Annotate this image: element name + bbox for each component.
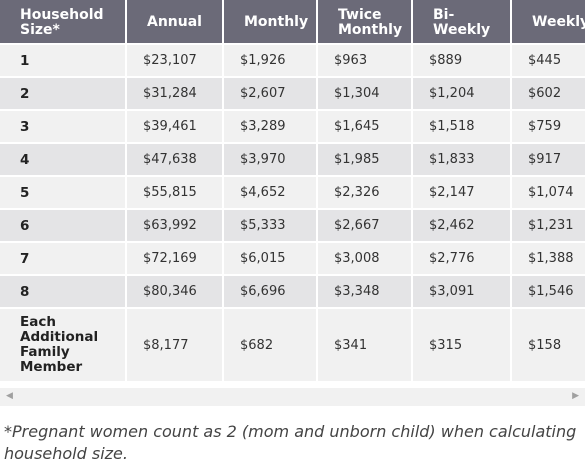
amount-cell: $445 bbox=[512, 45, 585, 76]
amount-cell: $1,985 bbox=[318, 144, 411, 175]
header-row: Household Size* Annual Monthly Twice Monthl… bbox=[0, 0, 585, 43]
table-row: 7 $72,169 $6,015 $3,008 $2,776 $1,388 bbox=[0, 243, 585, 274]
horizontal-scrollbar[interactable]: ◀ ▶ bbox=[0, 388, 585, 406]
table-row: 8 $80,346 $6,696 $3,348 $3,091 $1,546 bbox=[0, 276, 585, 307]
amount-cell: $682 bbox=[224, 309, 316, 381]
amount-cell: $47,638 bbox=[127, 144, 222, 175]
column-header: Weekly bbox=[512, 0, 585, 43]
amount-cell: $602 bbox=[512, 78, 585, 109]
amount-cell: $3,289 bbox=[224, 111, 316, 142]
amount-cell: $4,652 bbox=[224, 177, 316, 208]
table-row: 5 $55,815 $4,652 $2,326 $2,147 $1,074 bbox=[0, 177, 585, 208]
amount-cell: $1,645 bbox=[318, 111, 411, 142]
amount-cell: $63,992 bbox=[127, 210, 222, 241]
amount-cell: $3,970 bbox=[224, 144, 316, 175]
column-header: Twice Monthly bbox=[318, 0, 411, 43]
amount-cell: $55,815 bbox=[127, 177, 222, 208]
amount-cell: $23,107 bbox=[127, 45, 222, 76]
amount-cell: $2,607 bbox=[224, 78, 316, 109]
amount-cell: $2,147 bbox=[413, 177, 510, 208]
table-row: 2 $31,284 $2,607 $1,304 $1,204 $602 bbox=[0, 78, 585, 109]
household-size-cell: 6 bbox=[0, 210, 125, 241]
amount-cell: $1,204 bbox=[413, 78, 510, 109]
amount-cell: $963 bbox=[318, 45, 411, 76]
amount-cell: $341 bbox=[318, 309, 411, 381]
household-size-cell: 5 bbox=[0, 177, 125, 208]
amount-cell: $3,091 bbox=[413, 276, 510, 307]
amount-cell: $3,008 bbox=[318, 243, 411, 274]
amount-cell: $2,326 bbox=[318, 177, 411, 208]
household-size-cell: 1 bbox=[0, 45, 125, 76]
table-row: 3 $39,461 $3,289 $1,645 $1,518 $759 bbox=[0, 111, 585, 142]
amount-cell: $315 bbox=[413, 309, 510, 381]
amount-cell: $917 bbox=[512, 144, 585, 175]
footnote: *Pregnant women count as 2 (mom and unbo… bbox=[4, 422, 577, 463]
column-header: Bi-Weekly bbox=[413, 0, 510, 43]
amount-cell: $39,461 bbox=[127, 111, 222, 142]
amount-cell: $1,833 bbox=[413, 144, 510, 175]
amount-cell: $1,231 bbox=[512, 210, 585, 241]
amount-cell: $1,304 bbox=[318, 78, 411, 109]
amount-cell: $1,518 bbox=[413, 111, 510, 142]
table-row: 6 $63,992 $5,333 $2,667 $2,462 $1,231 bbox=[0, 210, 585, 241]
amount-cell: $1,546 bbox=[512, 276, 585, 307]
amount-cell: $31,284 bbox=[127, 78, 222, 109]
amount-cell: $6,696 bbox=[224, 276, 316, 307]
amount-cell: $80,346 bbox=[127, 276, 222, 307]
household-size-cell: 3 bbox=[0, 111, 125, 142]
amount-cell: $889 bbox=[413, 45, 510, 76]
household-size-cell: 2 bbox=[0, 78, 125, 109]
household-size-cell: 4 bbox=[0, 144, 125, 175]
amount-cell: $72,169 bbox=[127, 243, 222, 274]
household-size-cell: 7 bbox=[0, 243, 125, 274]
amount-cell: $2,667 bbox=[318, 210, 411, 241]
amount-cell: $2,462 bbox=[413, 210, 510, 241]
amount-cell: $158 bbox=[512, 309, 585, 381]
income-table: Household Size* Annual Monthly Twice Monthl… bbox=[0, 0, 585, 381]
household-size-cell: Each Additional Family Member bbox=[0, 309, 125, 381]
amount-cell: $3,348 bbox=[318, 276, 411, 307]
amount-cell: $2,776 bbox=[413, 243, 510, 274]
household-size-cell: 8 bbox=[0, 276, 125, 307]
column-header: Annual bbox=[127, 0, 222, 43]
amount-cell: $6,015 bbox=[224, 243, 316, 274]
amount-cell: $1,074 bbox=[512, 177, 585, 208]
column-header: Household Size* bbox=[0, 0, 125, 43]
table-row: 1 $23,107 $1,926 $963 $889 $445 bbox=[0, 45, 585, 76]
amount-cell: $1,926 bbox=[224, 45, 316, 76]
amount-cell: $1,388 bbox=[512, 243, 585, 274]
amount-cell: $759 bbox=[512, 111, 585, 142]
column-header: Monthly bbox=[224, 0, 316, 43]
table-row: 4 $47,638 $3,970 $1,985 $1,833 $917 bbox=[0, 144, 585, 175]
amount-cell: $8,177 bbox=[127, 309, 222, 381]
scroll-left-arrow[interactable]: ◀ bbox=[6, 391, 13, 401]
amount-cell: $5,333 bbox=[224, 210, 316, 241]
table-row: Each Additional Family Member $8,177 $682 $… bbox=[0, 309, 585, 381]
scroll-right-arrow[interactable]: ▶ bbox=[572, 391, 579, 401]
